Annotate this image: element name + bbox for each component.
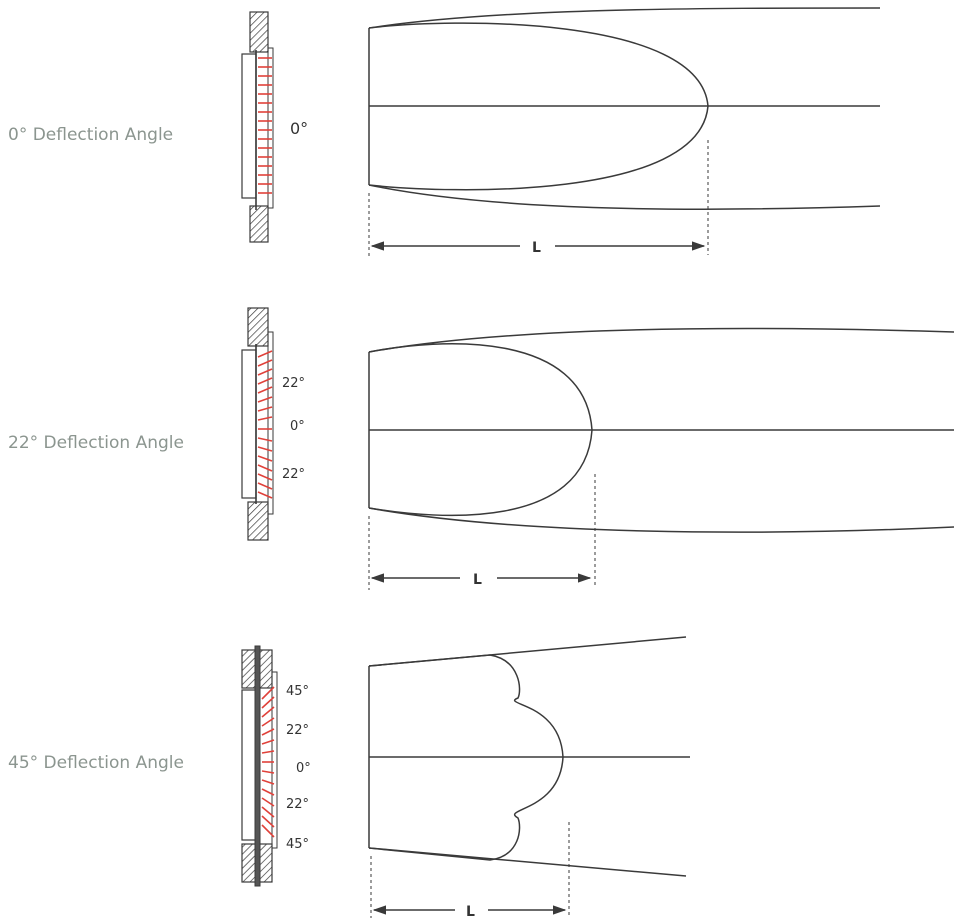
air-throw-pattern: L xyxy=(368,636,690,920)
grille-frame xyxy=(241,689,257,841)
panel-22-deflection: 22° Deflection Angle 22° 0° 22° xyxy=(8,307,954,590)
grille-diagram: 45° 22° 0° 22° 45° xyxy=(241,645,311,887)
angle-label-center: 0° xyxy=(290,419,305,434)
panel-0-deflection: 0° Deflection Angle 0° xyxy=(8,7,881,258)
angle-label-center: 0° xyxy=(296,761,311,776)
dimension-label: L xyxy=(532,240,541,256)
angle-label-22-top: 22° xyxy=(286,723,309,738)
vanes-22deg xyxy=(257,350,273,499)
air-throw-pattern: L xyxy=(368,327,954,590)
angle-label: 0° xyxy=(290,119,308,138)
panel-title: 22° Deflection Angle xyxy=(8,433,184,453)
panel-title: 0° Deflection Angle xyxy=(8,125,173,145)
grille-frame xyxy=(241,53,257,199)
angle-label-22-bottom: 22° xyxy=(286,797,309,812)
grille-diagram: 22° 0° 22° xyxy=(241,307,305,541)
wall-section-bottom xyxy=(247,501,269,541)
angle-label-45-bottom: 45° xyxy=(286,837,309,852)
vanes-0deg xyxy=(258,57,272,194)
grille-frame xyxy=(241,349,257,499)
grille-diagram: 0° xyxy=(241,11,308,243)
dimension-label: L xyxy=(473,572,482,588)
vanes-45deg xyxy=(261,686,275,838)
angle-label-bottom: 22° xyxy=(282,467,305,482)
angle-label-top: 22° xyxy=(282,376,305,391)
panel-45-deflection: 45° Deflection Angle 45° 22° 0° 22° 45° xyxy=(8,636,690,920)
panel-title: 45° Deflection Angle xyxy=(8,753,184,773)
dimension-label: L xyxy=(466,904,475,920)
wall-section-top xyxy=(249,11,269,53)
wall-section-top xyxy=(247,307,269,347)
angle-label-45-top: 45° xyxy=(286,684,309,699)
air-throw-pattern: L xyxy=(368,7,881,258)
wall-section-bottom xyxy=(249,205,269,243)
